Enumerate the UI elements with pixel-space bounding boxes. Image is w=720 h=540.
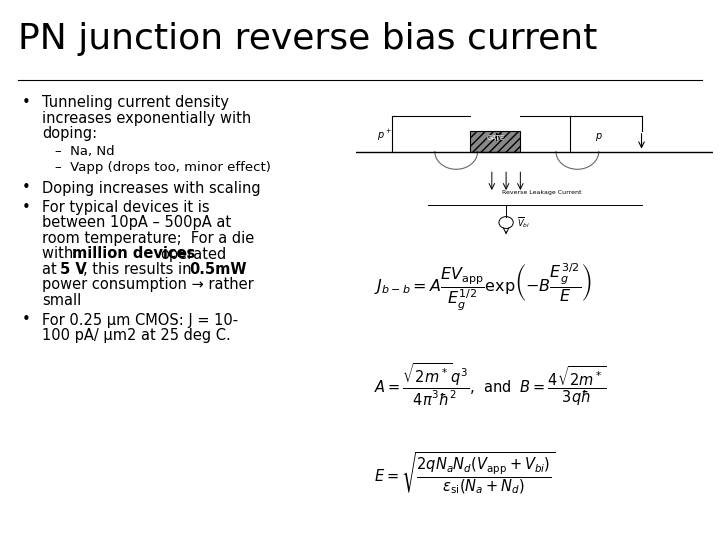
Text: increases exponentially with: increases exponentially with: [42, 111, 251, 125]
Text: $A = \dfrac{\sqrt{2m^*}q^3}{4\pi^3\hbar^2}$,  and  $B = \dfrac{4\sqrt{2m^*}}{3q\: $A = \dfrac{\sqrt{2m^*}q^3}{4\pi^3\hbar^…: [374, 362, 607, 408]
Text: operated: operated: [160, 246, 226, 261]
Text: 0.5mW: 0.5mW: [189, 262, 246, 277]
Text: small: small: [42, 293, 81, 308]
Text: 5 V: 5 V: [60, 262, 86, 277]
Text: 100 pA/ μm2 at 25 deg C.: 100 pA/ μm2 at 25 deg C.: [42, 328, 230, 343]
Text: between 10pA – 500pA at: between 10pA – 500pA at: [42, 215, 231, 231]
Text: –  Na, Nd: – Na, Nd: [55, 145, 114, 159]
Text: PN junction reverse bias current: PN junction reverse bias current: [18, 22, 598, 56]
Text: •: •: [22, 95, 31, 110]
Text: $\overline{V}_{bi}$: $\overline{V}_{bi}$: [517, 215, 530, 230]
Text: power consumption → rather: power consumption → rather: [42, 278, 253, 293]
Text: $p^+$: $p^+$: [377, 127, 392, 143]
Text: –  Vapp (drops too, minor effect): – Vapp (drops too, minor effect): [55, 161, 271, 174]
Text: Tunneling current density: Tunneling current density: [42, 95, 229, 110]
Text: doping:: doping:: [42, 126, 97, 141]
Text: For 0.25 μm CMOS: J = 10-: For 0.25 μm CMOS: J = 10-: [42, 313, 238, 327]
Text: •: •: [22, 200, 31, 215]
Text: $E = \sqrt{\dfrac{2qN_aN_d(V_{\rm app}+V_{bi})}{\varepsilon_{\rm si}(N_a+N_d)}}$: $E = \sqrt{\dfrac{2qN_aN_d(V_{\rm app}+V…: [374, 451, 556, 497]
Text: with: with: [42, 246, 78, 261]
Text: $J_{b-b} =A\dfrac{EV_{\rm app}}{E_g^{1/2}} \exp\!\left(-B\dfrac{E_g^{3/2}}{E}\ri: $J_{b-b} =A\dfrac{EV_{\rm app}}{E_g^{1/2…: [374, 262, 592, 313]
Text: Doping increases with scaling: Doping increases with scaling: [42, 180, 261, 195]
Text: GATE: GATE: [486, 135, 505, 141]
Text: •: •: [22, 180, 31, 195]
Text: million devices: million devices: [72, 246, 195, 261]
Bar: [470, 131, 521, 152]
Text: N: N: [495, 133, 503, 143]
Text: , this results in: , this results in: [83, 262, 196, 277]
Text: For typical devices it is: For typical devices it is: [42, 200, 210, 215]
Text: Reverse Leakage Current: Reverse Leakage Current: [502, 190, 582, 195]
Text: •: •: [22, 313, 31, 327]
Text: $p$: $p$: [595, 131, 603, 143]
Text: at: at: [42, 262, 61, 277]
Text: room temperature;  For a die: room temperature; For a die: [42, 231, 254, 246]
